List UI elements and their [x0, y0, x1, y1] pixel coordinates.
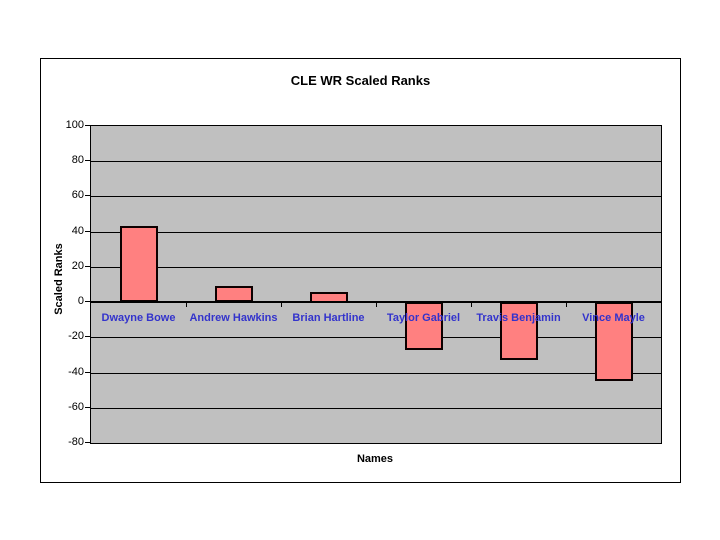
- gridline: [91, 161, 661, 163]
- x-axis-tick: [471, 303, 472, 308]
- bar-taylor-gabriel: [405, 302, 443, 350]
- category-label: Brian Hartline: [292, 312, 365, 324]
- gridline: [91, 196, 661, 198]
- gridline: [91, 231, 661, 233]
- bar-travis-benjamin: [500, 302, 538, 360]
- gridline: [91, 337, 661, 339]
- y-tick-label: 20: [71, 259, 84, 272]
- bar-dwayne-bowe: [120, 226, 158, 302]
- y-tick-label: -20: [68, 330, 84, 343]
- x-axis-tick: [376, 303, 377, 308]
- y-axis-tick: [85, 336, 91, 338]
- y-tick-label: -40: [68, 365, 84, 378]
- y-axis-tick: [85, 406, 91, 408]
- category-label: Dwayne Bowe: [101, 312, 176, 324]
- gridline: [91, 407, 661, 409]
- plot-area: Dwayne Bowe Andrew Hawkins Brian Hartline T…: [90, 125, 662, 444]
- y-axis-tick: [85, 195, 91, 197]
- gridline: [91, 372, 661, 374]
- y-tick-label: 80: [71, 154, 84, 167]
- y-axis-tick: [85, 442, 91, 443]
- chart-frame: CLE WR Scaled Ranks Scaled Ranks Names D…: [40, 58, 681, 483]
- y-axis-tick: [85, 265, 91, 267]
- chart-title: CLE WR Scaled Ranks: [290, 73, 431, 88]
- x-axis-tick: [281, 303, 282, 308]
- y-axis-tick: [85, 371, 91, 373]
- x-axis-tick: [566, 303, 567, 308]
- y-tick-label: -60: [68, 400, 84, 413]
- y-tick-label: -80: [68, 436, 84, 448]
- gridline: [91, 266, 661, 268]
- y-tick-label: 100: [65, 119, 84, 131]
- y-axis-title: Scaled Ranks: [53, 243, 65, 315]
- category-label: Taylor Gabriel: [386, 312, 461, 324]
- y-axis-tick: [85, 160, 91, 162]
- category-axis-line: [91, 301, 661, 304]
- y-tick-label: 40: [71, 224, 84, 237]
- bar-andrew-hawkins: [215, 286, 253, 302]
- y-axis-tick: [85, 230, 91, 232]
- y-axis-tick: [85, 125, 91, 126]
- category-label: Andrew Hawkins: [189, 312, 278, 324]
- category-label: Travis Benjamin: [476, 312, 561, 324]
- x-axis-tick: [186, 303, 187, 308]
- y-tick-label: 0: [77, 295, 84, 308]
- x-axis-title: Names: [356, 453, 394, 465]
- y-tick-label: 60: [71, 189, 84, 202]
- category-label: Vince Mayle: [582, 312, 645, 324]
- y-axis-tick: [85, 301, 91, 303]
